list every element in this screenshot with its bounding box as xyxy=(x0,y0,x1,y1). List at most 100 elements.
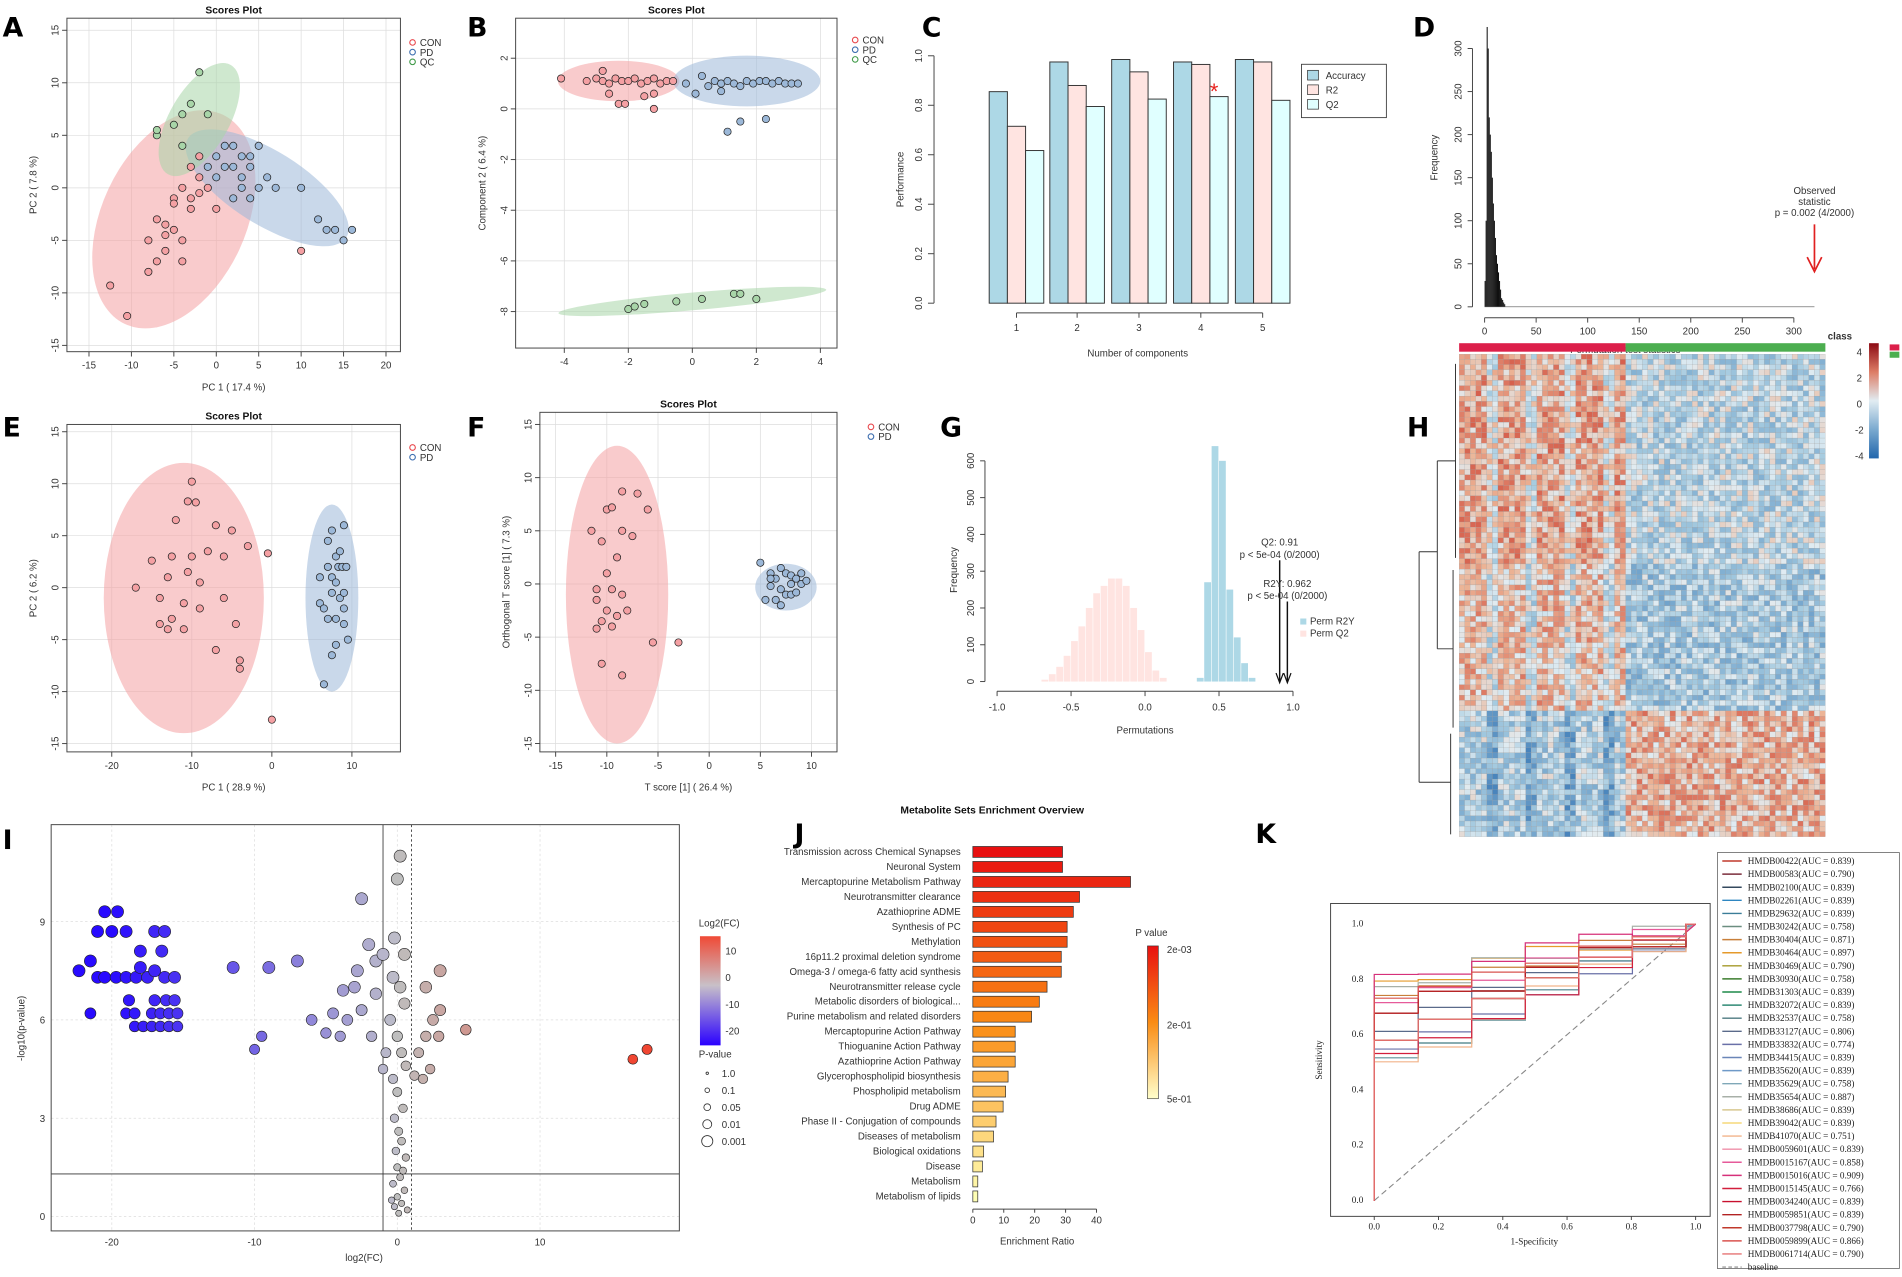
heatmap-cell xyxy=(1553,443,1560,449)
heatmap-cell xyxy=(1653,411,1659,418)
heatmap-cell xyxy=(1547,485,1554,491)
heatmap-cell xyxy=(1764,637,1770,643)
heatmap-cell xyxy=(1686,616,1693,622)
heatmap-cell xyxy=(1708,516,1715,523)
heatmap-cell xyxy=(1786,432,1793,439)
heatmap-cell xyxy=(1814,558,1820,565)
heatmap-cell xyxy=(1675,458,1682,465)
heatmap-cell xyxy=(1625,500,1632,507)
heatmap-cell xyxy=(1764,632,1770,638)
heatmap-cell xyxy=(1658,558,1665,565)
heatmap-cell xyxy=(1742,569,1748,575)
heatmap-cell xyxy=(1708,637,1715,643)
heatmap-cell xyxy=(1681,679,1687,685)
heatmap-cell xyxy=(1520,443,1526,449)
heatmap-cell xyxy=(1703,579,1709,586)
heatmap-cell xyxy=(1764,584,1770,591)
y-tick-label: 5 xyxy=(51,533,62,538)
heatmap-cell xyxy=(1681,605,1687,612)
heatmap-cell xyxy=(1736,485,1743,491)
heatmap-cell xyxy=(1708,458,1715,465)
heatmap-cell xyxy=(1625,611,1632,617)
heatmap-cell xyxy=(1791,621,1798,628)
heatmap-cell xyxy=(1497,611,1504,617)
heatmap-cell xyxy=(1791,500,1798,507)
heatmap-cell xyxy=(1486,579,1493,586)
heatmap-cell xyxy=(1780,485,1787,491)
heatmap-cell xyxy=(1525,668,1532,675)
heatmap-cell xyxy=(1531,616,1537,622)
heatmap-cell xyxy=(1558,437,1565,444)
heatmap-cell xyxy=(1742,684,1748,690)
heatmap-cell xyxy=(1747,574,1754,580)
heatmap-cell xyxy=(1581,647,1587,654)
heatmap-cell xyxy=(1747,453,1754,460)
heatmap-cell xyxy=(1558,364,1565,370)
heatmap-cell xyxy=(1791,532,1798,538)
heatmap-cell xyxy=(1708,647,1715,654)
heatmap-cell xyxy=(1503,427,1510,433)
heatmap-cell xyxy=(1542,395,1549,402)
heatmap-cell xyxy=(1658,443,1665,449)
heatmap-cell xyxy=(1819,653,1826,659)
heatmap-cell xyxy=(1791,553,1798,559)
heatmap-cell xyxy=(1481,385,1487,391)
bar-q2 xyxy=(1085,106,1105,304)
heatmap-cell xyxy=(1647,653,1654,659)
heatmap-cell xyxy=(1669,653,1676,659)
heatmap-cell xyxy=(1631,375,1637,381)
heatmap-cell xyxy=(1597,495,1604,502)
data-point-con xyxy=(231,620,240,629)
heatmap-cell xyxy=(1597,375,1604,381)
heatmap-cell xyxy=(1747,611,1754,617)
heatmap-cell xyxy=(1619,479,1626,486)
y-tick-label: 0.2 xyxy=(914,247,925,260)
heatmap-cell xyxy=(1780,684,1787,690)
heatmap-cell xyxy=(1603,616,1610,622)
heatmap-cell xyxy=(1470,548,1476,554)
heatmap-cell xyxy=(1669,632,1676,638)
heatmap-cell xyxy=(1581,506,1587,512)
heatmap-cell xyxy=(1625,684,1632,690)
heatmap-cell xyxy=(1608,364,1615,370)
heatmap-cell xyxy=(1575,490,1582,496)
x-tick-label: 0.5 xyxy=(1212,703,1225,714)
heatmap-cell xyxy=(1592,527,1598,533)
heatmap-cell xyxy=(1819,689,1826,696)
heatmap-cell xyxy=(1747,616,1754,622)
heatmap-cell xyxy=(1542,611,1549,617)
heatmap-cell xyxy=(1747,689,1754,696)
heatmap-cell xyxy=(1614,474,1621,481)
data-point-con xyxy=(106,281,115,290)
heatmap-cell xyxy=(1492,448,1499,454)
heatmap-cell xyxy=(1708,401,1715,407)
data-point-con xyxy=(161,231,170,240)
heatmap-cell xyxy=(1719,432,1726,439)
heatmap-cell xyxy=(1708,479,1715,486)
heatmap-cell xyxy=(1481,479,1487,486)
heatmap-cell xyxy=(1775,558,1782,565)
heatmap-cell xyxy=(1725,605,1732,612)
heatmap-cell xyxy=(1486,569,1493,575)
heatmap-cell xyxy=(1814,485,1820,491)
heatmap-cell xyxy=(1625,548,1632,554)
heatmap-cell xyxy=(1719,516,1726,523)
heatmap-cell xyxy=(1508,642,1515,649)
heatmap-cell xyxy=(1603,674,1610,680)
data-point-pd xyxy=(263,173,272,182)
heatmap-cell xyxy=(1675,406,1682,412)
heatmap-cell xyxy=(1725,479,1732,486)
heatmap-cell xyxy=(1520,380,1526,386)
heatmap-cell xyxy=(1497,385,1504,391)
heatmap-cell xyxy=(1786,537,1793,544)
heatmap-cell xyxy=(1730,401,1737,407)
heatmap-cell xyxy=(1459,658,1465,664)
heatmap-cell xyxy=(1803,364,1809,370)
heatmap-cell xyxy=(1747,385,1754,391)
heatmap-cell xyxy=(1470,658,1476,664)
heatmap-cell xyxy=(1459,427,1465,433)
heatmap-cell xyxy=(1725,584,1732,591)
heatmap-cell xyxy=(1753,390,1759,397)
heatmap-cell xyxy=(1514,411,1521,418)
heatmap-cell xyxy=(1697,406,1704,412)
